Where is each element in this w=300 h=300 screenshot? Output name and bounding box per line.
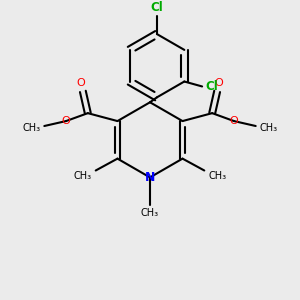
Text: O: O (62, 116, 70, 126)
Text: CH₃: CH₃ (141, 208, 159, 218)
Text: O: O (215, 77, 224, 88)
Text: Cl: Cl (206, 80, 218, 93)
Text: CH₃: CH₃ (208, 171, 226, 182)
Text: Cl: Cl (151, 1, 163, 14)
Text: CH₃: CH₃ (260, 123, 278, 133)
Text: O: O (76, 77, 85, 88)
Text: CH₃: CH₃ (22, 123, 40, 133)
Text: O: O (230, 116, 238, 126)
Text: CH₃: CH₃ (74, 171, 92, 182)
Text: N: N (145, 171, 155, 184)
